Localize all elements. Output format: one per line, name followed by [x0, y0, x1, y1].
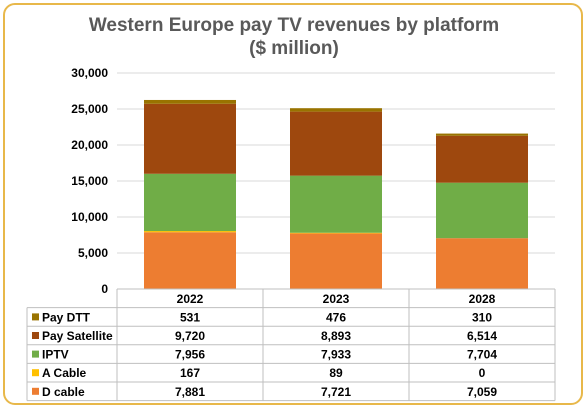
data-label: 476	[326, 310, 346, 324]
legend-label: A Cable	[42, 366, 87, 380]
data-label: 7,956	[175, 348, 205, 362]
legend-label: D cable	[42, 385, 85, 399]
data-label: 0	[479, 366, 486, 380]
data-label: 9,720	[175, 329, 205, 343]
y-tick-label: 30,000	[71, 66, 108, 80]
category-label: 2028	[469, 292, 496, 306]
legend-key	[32, 332, 39, 339]
bar-segment	[144, 173, 236, 232]
bar-segment	[436, 238, 528, 289]
data-label: 531	[180, 310, 200, 324]
chart-subtitle: ($ million)	[249, 38, 339, 59]
data-label: 89	[329, 366, 343, 380]
legend-key	[32, 387, 39, 395]
data-label: 8,893	[321, 329, 351, 343]
legend-key	[32, 313, 39, 321]
data-label: 7,721	[321, 385, 351, 399]
legend-label: Pay DTT	[42, 310, 91, 324]
bar-segment	[290, 108, 382, 112]
legend-key	[32, 350, 39, 358]
bar-segment	[290, 111, 382, 176]
bar-segment	[144, 99, 236, 104]
bar-segment	[144, 231, 236, 233]
y-tick-label: 5,000	[78, 246, 108, 260]
category-label: 2022	[177, 292, 204, 306]
data-label: 310	[472, 310, 492, 324]
data-label: 7,059	[467, 385, 497, 399]
chart-title: Western Europe pay TV revenues by platfo…	[88, 15, 500, 36]
bar-segment	[436, 182, 528, 239]
y-tick-label: 10,000	[71, 210, 108, 224]
data-label: 7,704	[467, 348, 497, 362]
legend-label: Pay Satellite	[42, 329, 113, 343]
category-label: 2023	[323, 292, 350, 306]
y-tick-label: 15,000	[71, 174, 108, 188]
y-tick-label: 20,000	[71, 138, 108, 152]
legend-key	[32, 369, 39, 377]
y-tick-label: 25,000	[71, 102, 108, 116]
bar-segment	[144, 232, 236, 289]
bar-segment	[144, 103, 236, 174]
bar-segment	[436, 133, 528, 136]
data-label: 167	[180, 366, 200, 380]
bar-segment	[436, 135, 528, 183]
bar-segment	[290, 232, 382, 234]
data-label: 7,933	[321, 348, 351, 362]
bar-segment	[290, 233, 382, 289]
legend-label: IPTV	[42, 348, 69, 362]
data-label: 7,881	[175, 385, 205, 399]
bar-segment	[290, 175, 382, 233]
data-label: 6,514	[467, 329, 497, 343]
y-tick-label: 0	[101, 282, 108, 296]
